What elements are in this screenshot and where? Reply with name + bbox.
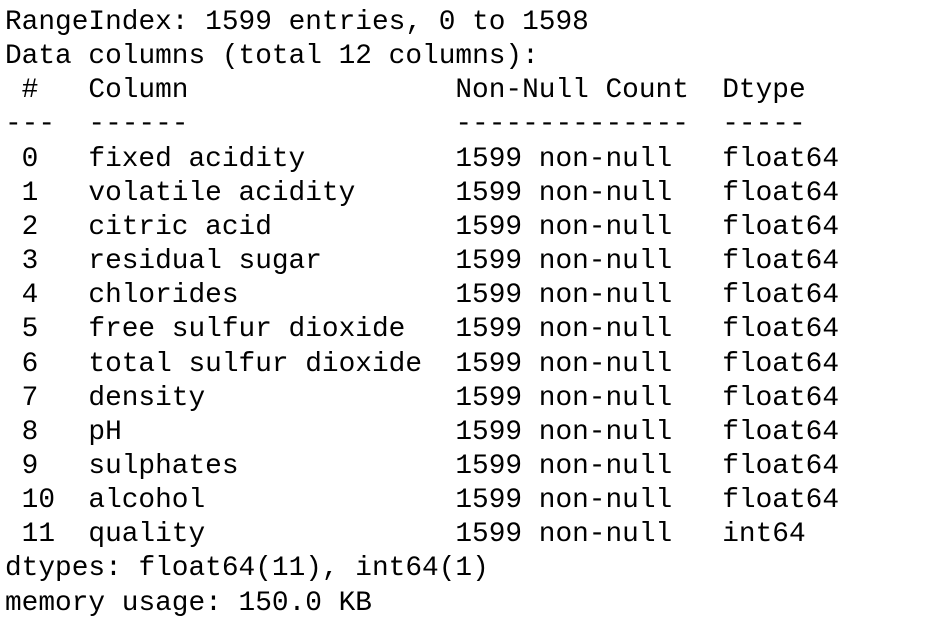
table-cell: 11 [21,519,56,551]
table-cell: 2 [21,211,39,243]
table-cell: total sulfur dioxide [88,348,423,380]
table-cell: density [88,382,206,414]
table-cell: 8 [21,416,39,448]
table-cell: float64 [722,382,840,414]
table-cell: 5 [21,314,39,346]
table-cell: float64 [722,246,840,278]
table-cell: volatile acidity [88,177,356,209]
table-cell: 1599 non-null [455,485,673,517]
footer-line: memory usage: 150.0 KB [5,587,372,619]
table-cell: 1599 non-null [455,143,673,175]
table-cell: float64 [722,177,840,209]
table-cell: residual sugar [88,246,322,278]
table-cell: pH [88,416,122,448]
table-cell: float64 [722,211,840,243]
table-cell: 0 [21,143,39,175]
separator: -------------- [455,109,689,141]
table-cell: 1 [21,177,39,209]
table-cell: 7 [21,382,39,414]
table-cell: 1599 non-null [455,348,673,380]
table-cell: 1599 non-null [455,177,673,209]
table-cell: float64 [722,450,840,482]
table-cell: int64 [722,519,806,551]
table-cell: fixed acidity [88,143,306,175]
table-cell: 1599 non-null [455,280,673,312]
header-line: RangeIndex: 1599 entries, 0 to 1598 [5,7,589,38]
column-header: Dtype [722,75,806,107]
footer-line: dtypes: float64(11), int64(1) [5,553,489,585]
table-cell: alcohol [88,485,206,517]
table-cell: float64 [722,348,840,380]
table-cell: 1599 non-null [455,382,673,414]
table-cell: float64 [722,280,840,312]
table-cell: float64 [722,416,840,448]
table-cell: sulphates [88,450,239,482]
table-cell: 9 [21,450,39,482]
column-header: Column [88,75,189,107]
table-cell: 1599 non-null [455,416,673,448]
table-cell: 1599 non-null [455,450,673,482]
table-cell: citric acid [88,211,272,243]
table-cell: 10 [21,485,56,517]
table-cell: 1599 non-null [455,246,673,278]
table-cell: 3 [21,246,39,278]
separator: --- [5,109,56,141]
table-cell: 6 [21,348,39,380]
separator: ------ [88,109,189,141]
table-cell: quality [88,519,206,551]
table-cell: 4 [21,280,39,312]
table-cell: 1599 non-null [455,211,673,243]
column-header: Non-Null Count [455,75,689,107]
table-cell: 1599 non-null [455,314,673,346]
separator: ----- [722,109,806,141]
table-cell: float64 [722,314,840,346]
column-header: # [21,75,39,107]
header-line: Data columns (total 12 columns): [5,41,539,73]
table-cell: float64 [722,485,840,517]
table-cell: 1599 non-null [455,519,673,551]
table-cell: free sulfur dioxide [88,314,406,346]
table-cell: chlorides [88,280,239,312]
table-cell: float64 [722,143,840,175]
